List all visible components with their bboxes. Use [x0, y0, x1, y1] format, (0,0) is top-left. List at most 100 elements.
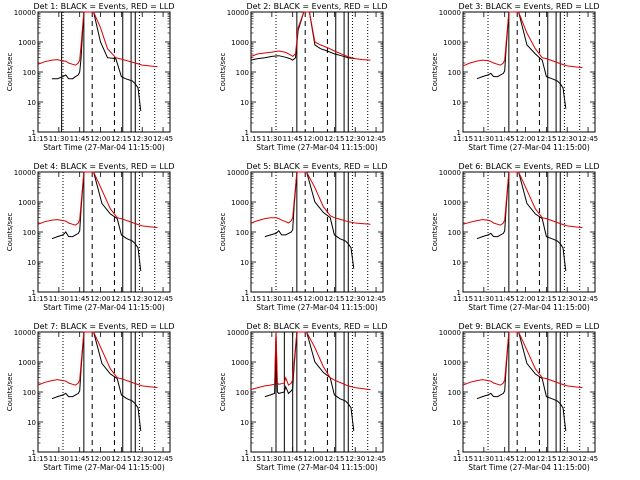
lld-series-line — [462, 331, 583, 389]
x-tick-label: 12:45 — [153, 135, 173, 143]
x-tick-label: 12:30 — [345, 455, 365, 463]
x-tick-label: 11:15 — [28, 455, 48, 463]
detector-panel-6: Det 6: BLACK = Events, RED = LLD 1 10 100 10… — [431, 162, 599, 312]
x-tick-label: 11:15 — [241, 135, 261, 143]
y-tick-label: 1 — [245, 129, 249, 137]
x-tick-label: 11:30 — [474, 455, 494, 463]
y-tick-label: 10 — [240, 259, 249, 267]
x-tick-label: 11:15 — [241, 455, 261, 463]
panel-title: Det 7: BLACK = Events, RED = LLD — [34, 322, 175, 331]
x-axis-title: Start Time (27-Mar-04 11:15:00) — [468, 463, 590, 472]
y-tick-label: 100 — [23, 69, 36, 77]
detector-panel-1: Det 1: BLACK = Events, RED = LLD 1 10 100 10… — [6, 2, 174, 152]
x-tick-label: 12:15 — [536, 295, 556, 303]
x-tick-label: 12:45 — [578, 295, 598, 303]
x-tick-label: 12:45 — [153, 295, 173, 303]
x-tick-label: 12:15 — [111, 135, 131, 143]
y-tick-label: 10000 — [227, 329, 249, 337]
plot-frame — [462, 331, 596, 453]
y-tick-label: 10 — [240, 99, 249, 107]
x-tick-label: 11:45 — [283, 295, 303, 303]
events-series-line — [264, 331, 355, 432]
events-series-line — [264, 171, 355, 269]
x-tick-label: 12:30 — [132, 135, 152, 143]
y-axis-title: Counts/sec — [431, 373, 439, 412]
x-tick-label: 12:45 — [578, 135, 598, 143]
x-axis-title: Start Time (27-Mar-04 11:15:00) — [43, 143, 165, 152]
y-tick-label: 10000 — [14, 9, 36, 17]
x-tick-label: 12:15 — [324, 295, 344, 303]
panel-title: Det 6: BLACK = Events, RED = LLD — [459, 162, 600, 171]
y-tick-label: 10 — [452, 419, 461, 427]
y-tick-label: 100 — [236, 229, 249, 237]
x-tick-label: 12:15 — [324, 455, 344, 463]
x-tick-label: 11:15 — [453, 455, 473, 463]
x-tick-label: 11:45 — [70, 295, 90, 303]
x-tick-label: 11:15 — [28, 295, 48, 303]
events-series-line — [476, 171, 567, 272]
x-tick-label: 11:30 — [474, 295, 494, 303]
y-tick-label: 100 — [448, 389, 461, 397]
detector-panel-2: Det 2: BLACK = Events, RED = LLD 1 10 100 10… — [219, 2, 387, 152]
y-tick-label: 100 — [23, 389, 36, 397]
y-tick-label: 1000 — [18, 359, 36, 367]
x-tick-label: 12:45 — [578, 455, 598, 463]
x-tick-label: 12:15 — [536, 135, 556, 143]
y-tick-label: 10000 — [439, 329, 461, 337]
detector-panel-5: Det 5: BLACK = Events, RED = LLD 1 10 100 10… — [219, 162, 387, 312]
y-axis-title: Counts/sec — [6, 213, 14, 252]
plot-frame — [462, 11, 596, 133]
y-axis-title: Counts/sec — [6, 53, 14, 92]
y-tick-label: 1000 — [18, 39, 36, 47]
x-tick-label: 11:15 — [453, 135, 473, 143]
y-tick-label: 10 — [27, 419, 36, 427]
y-tick-label: 1000 — [231, 359, 249, 367]
x-tick-label: 12:45 — [366, 135, 386, 143]
x-tick-label: 12:45 — [366, 455, 386, 463]
y-tick-label: 1 — [245, 289, 249, 297]
y-axis-title: Counts/sec — [219, 213, 227, 252]
plot-frame — [37, 171, 171, 293]
x-tick-label: 12:15 — [111, 295, 131, 303]
y-tick-label: 1 — [457, 289, 461, 297]
y-tick-label: 1000 — [231, 199, 249, 207]
x-tick-label: 12:15 — [111, 455, 131, 463]
panel-title: Det 3: BLACK = Events, RED = LLD — [459, 2, 600, 11]
x-tick-label: 12:00 — [303, 135, 323, 143]
x-tick-label: 12:15 — [324, 135, 344, 143]
plot-frame — [250, 331, 384, 453]
y-axis-title: Counts/sec — [219, 373, 227, 412]
x-tick-label: 12:30 — [132, 455, 152, 463]
plot-frame — [250, 11, 384, 133]
x-tick-label: 11:45 — [495, 135, 515, 143]
lld-series-line — [462, 171, 583, 229]
detector-panel-9: Det 9: BLACK = Events, RED = LLD 1 10 100 10… — [431, 322, 599, 472]
x-axis-title: Start Time (27-Mar-04 11:15:00) — [43, 303, 165, 312]
x-tick-label: 11:45 — [495, 295, 515, 303]
lld-series-line — [37, 331, 158, 389]
y-tick-label: 1000 — [18, 199, 36, 207]
x-tick-label: 12:00 — [90, 135, 110, 143]
x-tick-label: 12:00 — [90, 295, 110, 303]
y-tick-label: 1 — [457, 449, 461, 457]
x-tick-label: 11:45 — [283, 135, 303, 143]
x-axis-title: Start Time (27-Mar-04 11:15:00) — [43, 463, 165, 472]
x-tick-label: 12:00 — [90, 455, 110, 463]
y-tick-label: 10000 — [14, 329, 36, 337]
y-tick-label: 1000 — [443, 199, 461, 207]
y-tick-label: 1 — [32, 129, 36, 137]
x-tick-label: 12:30 — [557, 135, 577, 143]
y-tick-label: 100 — [23, 229, 36, 237]
x-axis-title: Start Time (27-Mar-04 11:15:00) — [256, 143, 378, 152]
y-tick-label: 10 — [27, 99, 36, 107]
x-tick-label: 11:30 — [474, 135, 494, 143]
lld-series-line — [37, 11, 158, 68]
y-tick-label: 10000 — [227, 169, 249, 177]
x-tick-label: 11:30 — [262, 455, 282, 463]
x-tick-label: 11:15 — [241, 295, 261, 303]
x-axis-title: Start Time (27-Mar-04 11:15:00) — [256, 463, 378, 472]
panel-title: Det 2: BLACK = Events, RED = LLD — [247, 2, 388, 11]
lld-series-line — [37, 171, 158, 229]
y-tick-label: 10000 — [439, 169, 461, 177]
